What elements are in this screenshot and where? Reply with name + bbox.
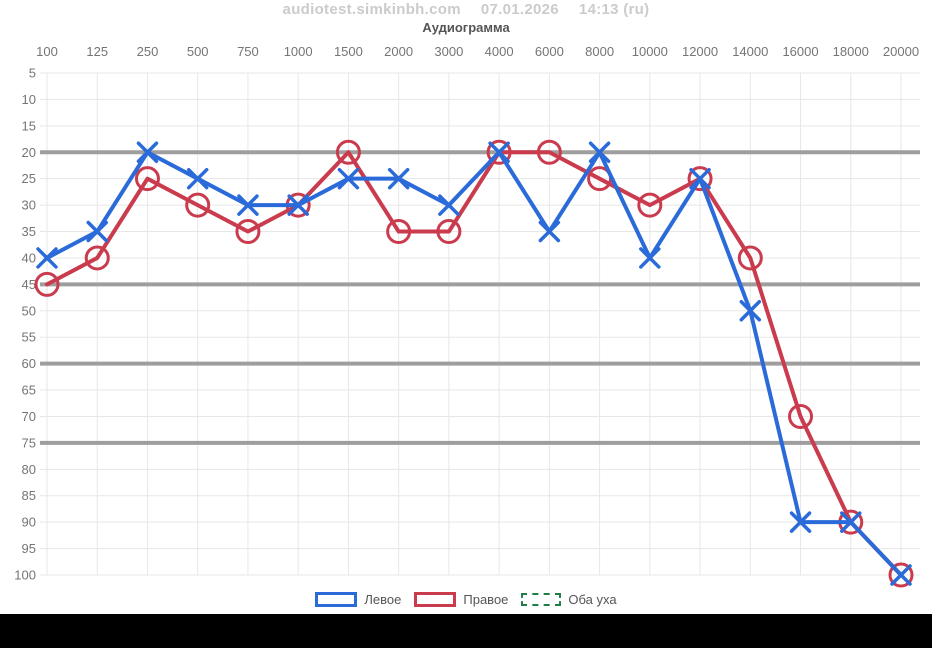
left-series-swatch-icon xyxy=(315,592,358,607)
svg-text:4000: 4000 xyxy=(485,44,514,59)
svg-text:18000: 18000 xyxy=(833,44,869,59)
svg-text:10000: 10000 xyxy=(632,44,668,59)
svg-text:100: 100 xyxy=(36,44,58,59)
svg-text:75: 75 xyxy=(22,435,36,450)
svg-text:70: 70 xyxy=(22,409,36,424)
chart-title: Аудиограмма xyxy=(422,20,510,35)
header-time: 14:13 (ru) xyxy=(578,1,650,18)
legend-label-both-ears: Оба уха xyxy=(568,592,617,607)
svg-text:65: 65 xyxy=(22,383,36,398)
header-date: 07.01.2026 xyxy=(480,1,559,18)
svg-text:2000: 2000 xyxy=(384,44,413,59)
legend: Левое Правое Оба уха xyxy=(0,592,932,607)
svg-text:90: 90 xyxy=(22,515,36,530)
svg-text:6000: 6000 xyxy=(535,44,564,59)
svg-text:3000: 3000 xyxy=(434,44,463,59)
svg-text:1500: 1500 xyxy=(334,44,363,59)
both-ears-swatch-icon xyxy=(521,593,562,606)
legend-item-left[interactable]: Левое xyxy=(315,592,401,607)
svg-text:500: 500 xyxy=(187,44,209,59)
svg-text:55: 55 xyxy=(22,330,36,345)
right-series-swatch-icon xyxy=(414,592,457,607)
header: audiotest.simkinbh.com 07.01.2026 14:13 … xyxy=(0,1,932,18)
svg-text:750: 750 xyxy=(237,44,259,59)
svg-text:8000: 8000 xyxy=(585,44,614,59)
svg-text:20: 20 xyxy=(22,145,36,160)
svg-text:14000: 14000 xyxy=(732,44,768,59)
svg-text:25: 25 xyxy=(22,171,36,186)
svg-text:12000: 12000 xyxy=(682,44,718,59)
svg-text:50: 50 xyxy=(22,303,36,318)
svg-text:20000: 20000 xyxy=(883,44,919,59)
svg-text:85: 85 xyxy=(22,488,36,503)
svg-text:60: 60 xyxy=(22,356,36,371)
legend-label-right: Правое xyxy=(463,592,509,607)
svg-text:1000: 1000 xyxy=(284,44,313,59)
svg-text:15: 15 xyxy=(22,118,36,133)
svg-text:30: 30 xyxy=(22,198,36,213)
svg-text:125: 125 xyxy=(86,44,108,59)
svg-text:10: 10 xyxy=(22,92,36,107)
site-url: audiotest.simkinbh.com xyxy=(282,1,461,18)
svg-text:35: 35 xyxy=(22,224,36,239)
svg-text:45: 45 xyxy=(22,277,36,292)
bottom-bar xyxy=(0,614,932,648)
svg-text:95: 95 xyxy=(22,541,36,556)
svg-text:100: 100 xyxy=(14,568,36,583)
svg-text:80: 80 xyxy=(22,462,36,477)
svg-text:16000: 16000 xyxy=(782,44,818,59)
legend-label-left: Левое xyxy=(364,592,402,607)
legend-item-right[interactable]: Правое xyxy=(414,592,508,607)
svg-text:40: 40 xyxy=(22,250,36,265)
svg-text:250: 250 xyxy=(137,44,159,59)
svg-text:5: 5 xyxy=(29,66,36,81)
legend-item-both-ears[interactable]: Оба уха xyxy=(521,592,617,607)
